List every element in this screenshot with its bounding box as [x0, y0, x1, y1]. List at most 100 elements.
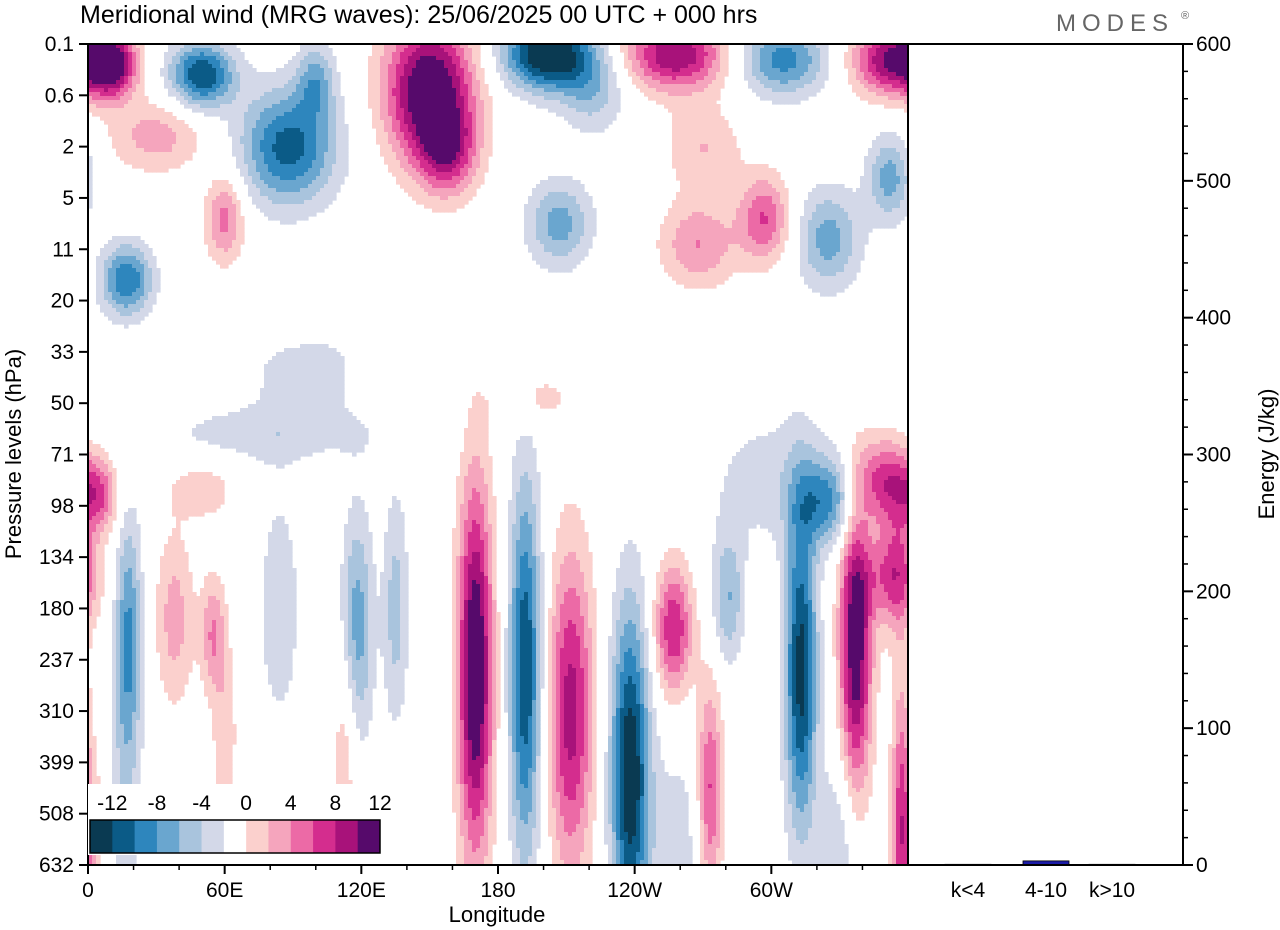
heatmap-cell [540, 84, 545, 89]
heatmap-cell [848, 80, 853, 85]
heatmap-cell [196, 60, 201, 65]
heatmap-cell [672, 56, 677, 61]
heatmap-cell [712, 148, 717, 153]
heatmap-cell [440, 168, 445, 173]
heatmap-cell [872, 176, 877, 181]
heatmap-cell [664, 68, 669, 73]
heatmap-cell [716, 168, 721, 173]
heatmap-cell [552, 108, 557, 113]
heatmap-cell [272, 156, 277, 161]
heatmap-cell [476, 176, 481, 181]
heatmap-cell [648, 56, 653, 61]
heatmap-cell [396, 116, 401, 121]
heatmap-cell [136, 68, 141, 73]
heatmap-cell [680, 52, 685, 57]
heatmap-cell [896, 92, 901, 97]
heatmap-cell [644, 68, 649, 73]
heatmap-cell [712, 140, 717, 145]
heatmap-cell [468, 192, 473, 197]
heatmap-cell [300, 52, 305, 57]
heatmap-cell [704, 56, 709, 61]
heatmap-cell [476, 88, 481, 93]
heatmap-cell [536, 100, 541, 105]
heatmap-cell [604, 76, 609, 81]
heatmap-cell [704, 116, 709, 121]
heatmap-cell [408, 112, 413, 117]
heatmap-cell [412, 184, 417, 189]
heatmap-cell [708, 164, 713, 169]
heatmap-cell [612, 84, 617, 89]
heatmap-cell [336, 88, 341, 93]
heatmap-cell [120, 112, 125, 117]
heatmap-cell [888, 68, 893, 73]
heatmap-cell [788, 52, 793, 57]
heatmap-cell [788, 48, 793, 53]
heatmap-cell [900, 172, 905, 177]
heatmap-cell [464, 52, 469, 57]
heatmap-cell [872, 52, 877, 57]
heatmap-cell [332, 164, 337, 169]
heatmap-cell [116, 124, 121, 129]
heatmap-cell [760, 68, 765, 73]
heatmap-cell [428, 76, 433, 81]
heatmap-cell [168, 140, 173, 145]
heatmap-cell [104, 100, 109, 105]
heatmap-cell [316, 52, 321, 57]
heatmap-cell [240, 116, 245, 121]
heatmap-cell [340, 140, 345, 145]
heatmap-cell [708, 148, 713, 153]
heatmap-cell [868, 52, 873, 57]
heatmap-cell [676, 140, 681, 145]
heatmap-cell [404, 84, 409, 89]
heatmap-cell [284, 184, 289, 189]
heatmap-cell [164, 160, 169, 165]
heatmap-cell [236, 108, 241, 113]
heatmap-cell [760, 164, 765, 169]
heatmap-cell [420, 168, 425, 173]
heatmap-cell [688, 144, 693, 149]
heatmap-cell [392, 164, 397, 169]
heatmap-cell [452, 52, 457, 57]
heatmap-cell [284, 148, 289, 153]
heatmap-cell [264, 92, 269, 97]
heatmap-cell [588, 84, 593, 89]
heatmap-cell [748, 80, 753, 85]
heatmap-cell [544, 80, 549, 85]
heatmap-cell [672, 76, 677, 81]
heatmap-cell [444, 128, 449, 133]
heatmap-cell [280, 180, 285, 185]
heatmap-cell [308, 156, 313, 161]
heatmap-cell [520, 88, 525, 93]
heatmap-cell [480, 68, 485, 73]
heatmap-cell [612, 96, 617, 101]
heatmap-cell [212, 108, 217, 113]
heatmap-cell [264, 164, 269, 169]
heatmap-cell [568, 52, 573, 57]
heatmap-cell [200, 80, 205, 85]
heatmap-cell [472, 104, 477, 109]
heatmap-cell [764, 68, 769, 73]
heatmap-cell [828, 192, 833, 197]
heatmap-cell [900, 168, 905, 173]
heatmap-cell [224, 52, 229, 57]
heatmap-cell [836, 184, 841, 189]
heatmap-cell [736, 196, 741, 201]
heatmap-cell [648, 88, 653, 93]
heatmap-cell [512, 68, 517, 73]
heatmap-cell [244, 180, 249, 185]
heatmap-cell [240, 132, 245, 137]
heatmap-cell [704, 192, 709, 197]
heatmap-cell [164, 52, 169, 57]
heatmap-cell [396, 120, 401, 125]
heatmap-cell [804, 56, 809, 61]
heatmap-cell [424, 100, 429, 105]
heatmap-cell [324, 48, 329, 53]
heatmap-cell [660, 52, 665, 57]
heatmap-cell [584, 64, 589, 69]
heatmap-cell [184, 80, 189, 85]
heatmap-cell [220, 64, 225, 69]
heatmap-cell [856, 72, 861, 77]
heatmap-cell [464, 96, 469, 101]
heatmap-cell [860, 176, 865, 181]
heatmap-cell [608, 108, 613, 113]
